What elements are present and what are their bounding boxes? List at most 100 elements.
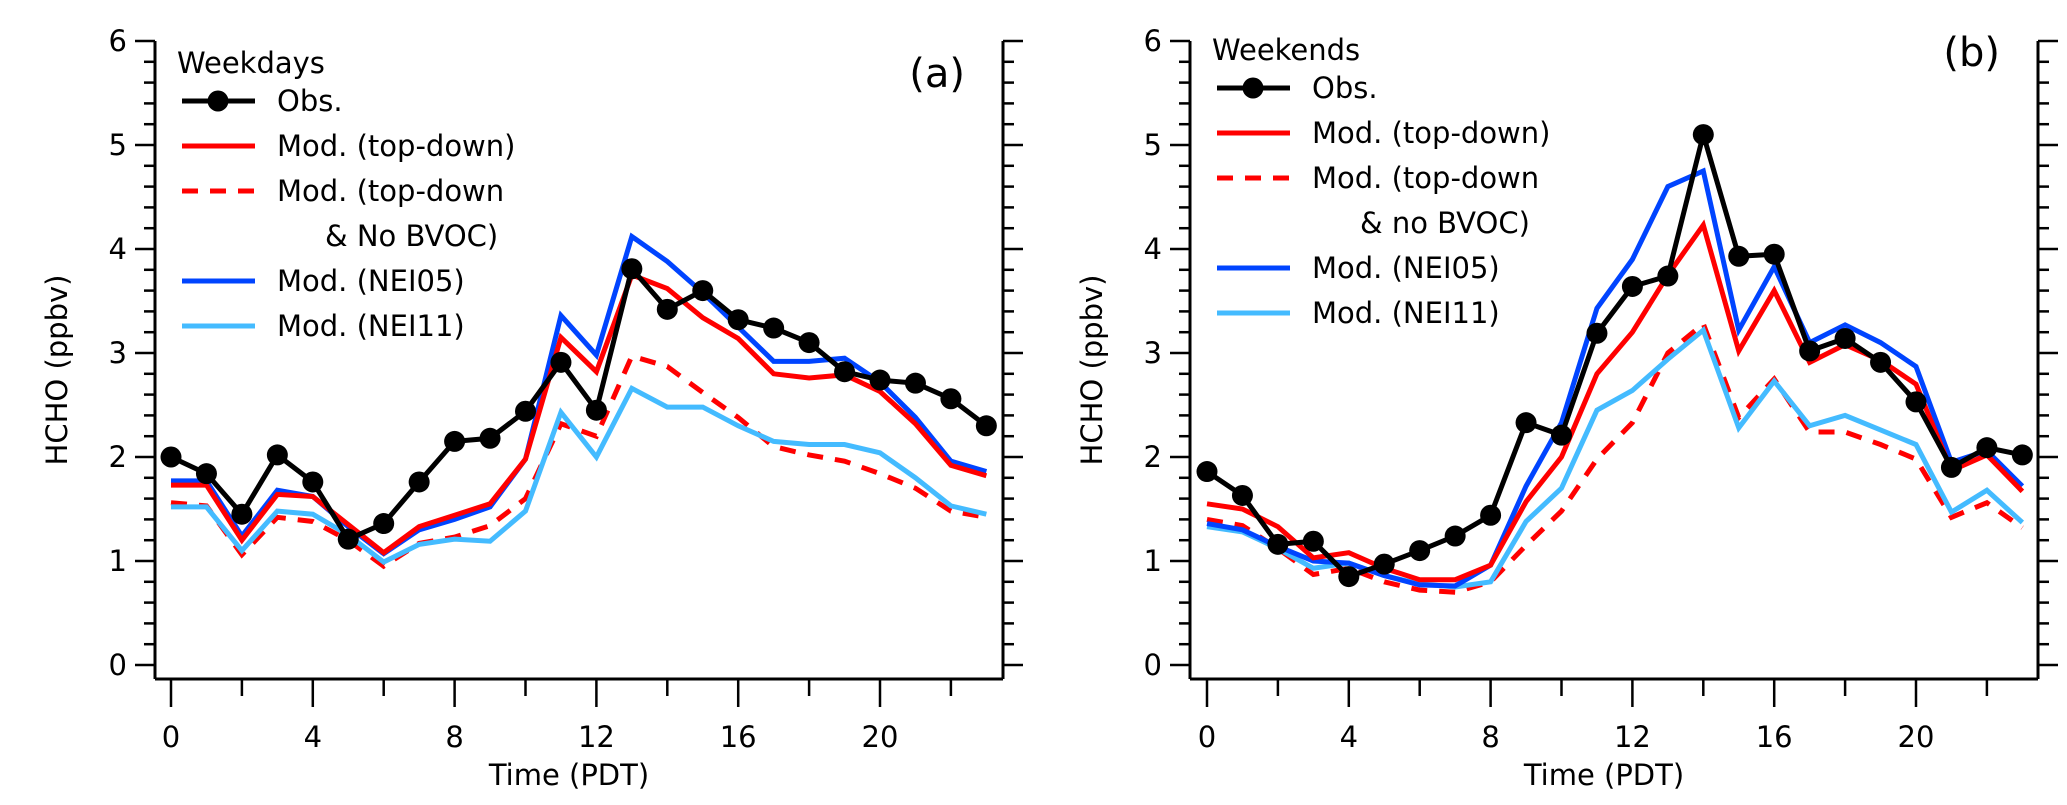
obs-data-point: [763, 317, 785, 339]
obs-data-point: [727, 309, 749, 331]
legend-marker: [1242, 77, 1264, 99]
y-tick-label: 5: [1144, 128, 1162, 162]
y-tick-label: 3: [109, 336, 127, 370]
y-axis-title: HCHO (ppbv): [40, 275, 74, 466]
obs-data-point: [1444, 525, 1466, 547]
x-tick-label: 8: [1481, 720, 1499, 754]
x-axis-title: Time (PDT): [1523, 758, 1684, 792]
obs-data-point: [1657, 265, 1679, 287]
obs-data-point: [1763, 243, 1785, 265]
x-tick-label: 0: [162, 720, 180, 754]
obs-data-point: [1692, 124, 1714, 146]
x-tick-label: 12: [578, 720, 615, 754]
y-tick-label: 5: [109, 128, 127, 162]
obs-data-point: [1834, 327, 1856, 349]
x-tick-label: 20: [862, 720, 899, 754]
legend-label: Mod. (top-down): [277, 129, 515, 163]
legend-title: Weekends: [1212, 33, 1360, 67]
obs-data-point: [656, 298, 678, 320]
obs-data-point: [798, 332, 820, 354]
series-line-mod-nei11: [171, 384, 987, 565]
legend-label: Mod. (top-down): [1312, 116, 1550, 150]
obs-data-point: [692, 280, 714, 302]
legend-label: Mod. (NEI11): [1312, 296, 1500, 330]
y-tick-label: 6: [109, 24, 127, 58]
x-tick-label: 12: [1614, 720, 1651, 754]
obs-data-point: [337, 528, 359, 550]
y-tick-label: 1: [1144, 544, 1162, 578]
obs-data-point: [1409, 540, 1431, 562]
y-tick-label: 4: [109, 232, 127, 266]
obs-data-point: [479, 427, 501, 449]
obs-data-point: [2011, 444, 2033, 466]
legend: Obs. Mod. (top-down) Mod. (top-down & No BV…: [182, 84, 515, 343]
y-axis-title: HCHO (ppbv): [1075, 275, 1109, 466]
obs-data-point: [1338, 566, 1360, 588]
legend: Obs. Mod. (top-down) Mod. (top-down & no BV…: [1217, 71, 1550, 330]
obs-data-point: [585, 399, 607, 421]
obs-data-point: [160, 446, 182, 468]
obs-data-point: [231, 503, 253, 525]
obs-data-point: [444, 430, 466, 452]
obs-data-point: [1196, 461, 1218, 483]
series-line-mod-nei11: [1206, 325, 2025, 590]
obs-data-point: [975, 415, 997, 437]
panel-label: (b): [1943, 30, 2000, 76]
series-line-mod-top-down-no-bvoc: [170, 353, 987, 570]
obs-data-point: [1231, 484, 1253, 506]
legend-label: & no BVOC): [1360, 206, 1530, 240]
obs-data-point: [1551, 424, 1572, 446]
obs-data-point: [1728, 245, 1750, 267]
y-tick-label: 3: [1144, 336, 1162, 370]
obs-data-point: [195, 463, 217, 485]
obs-data-point: [1799, 340, 1821, 362]
legend-label: Mod. (NEI05): [1312, 251, 1500, 285]
series-line-mod-nei05: [1206, 167, 2025, 589]
x-tick-label: 4: [304, 720, 322, 754]
obs-data-point: [904, 372, 926, 394]
legend-label: Obs.: [1312, 71, 1378, 105]
obs-data-point: [266, 444, 288, 466]
x-tick-label: 8: [445, 720, 463, 754]
obs-data-point: [408, 471, 430, 493]
obs-data-point: [1905, 391, 1927, 413]
x-tick-label: 4: [1340, 720, 1358, 754]
x-tick-label: 20: [1898, 720, 1935, 754]
y-tick-label: 2: [1144, 440, 1162, 474]
x-axis-title: Time (PDT): [488, 758, 649, 792]
y-tick-label: 6: [1144, 24, 1162, 58]
obs-data-point: [1621, 275, 1643, 297]
obs-data-point: [515, 400, 536, 422]
legend-label: Mod. (top-down: [1312, 161, 1539, 195]
y-tick-label: 1: [109, 544, 127, 578]
x-tick-label: 0: [1198, 720, 1216, 754]
obs-data-point: [1480, 504, 1502, 526]
obs-data-point: [1373, 553, 1395, 575]
legend-label: Mod. (NEI11): [277, 309, 465, 343]
obs-data-point: [1870, 351, 1892, 373]
panel-label: (a): [909, 51, 965, 97]
x-tick-label: 16: [720, 720, 757, 754]
obs-data-point: [1586, 322, 1608, 344]
obs-data-point: [1940, 456, 1962, 478]
obs-data-point: [373, 513, 395, 535]
y-tick-label: 0: [1144, 648, 1162, 682]
obs-data-point: [1515, 412, 1537, 434]
y-tick-label: 4: [1144, 232, 1162, 266]
x-tick-label: 16: [1756, 720, 1793, 754]
y-tick-label: 2: [109, 440, 127, 474]
obs-data-point: [834, 361, 856, 383]
obs-data-point: [869, 369, 891, 391]
obs-data-point: [940, 388, 962, 410]
legend-label: Obs.: [277, 84, 343, 118]
obs-data-point: [302, 471, 324, 493]
legend-title: Weekdays: [177, 46, 325, 80]
legend-marker: [207, 90, 229, 112]
legend-label: Mod. (top-down: [277, 174, 504, 208]
legend-label: Mod. (NEI05): [277, 264, 465, 298]
legend-label: & No BVOC): [325, 219, 498, 253]
